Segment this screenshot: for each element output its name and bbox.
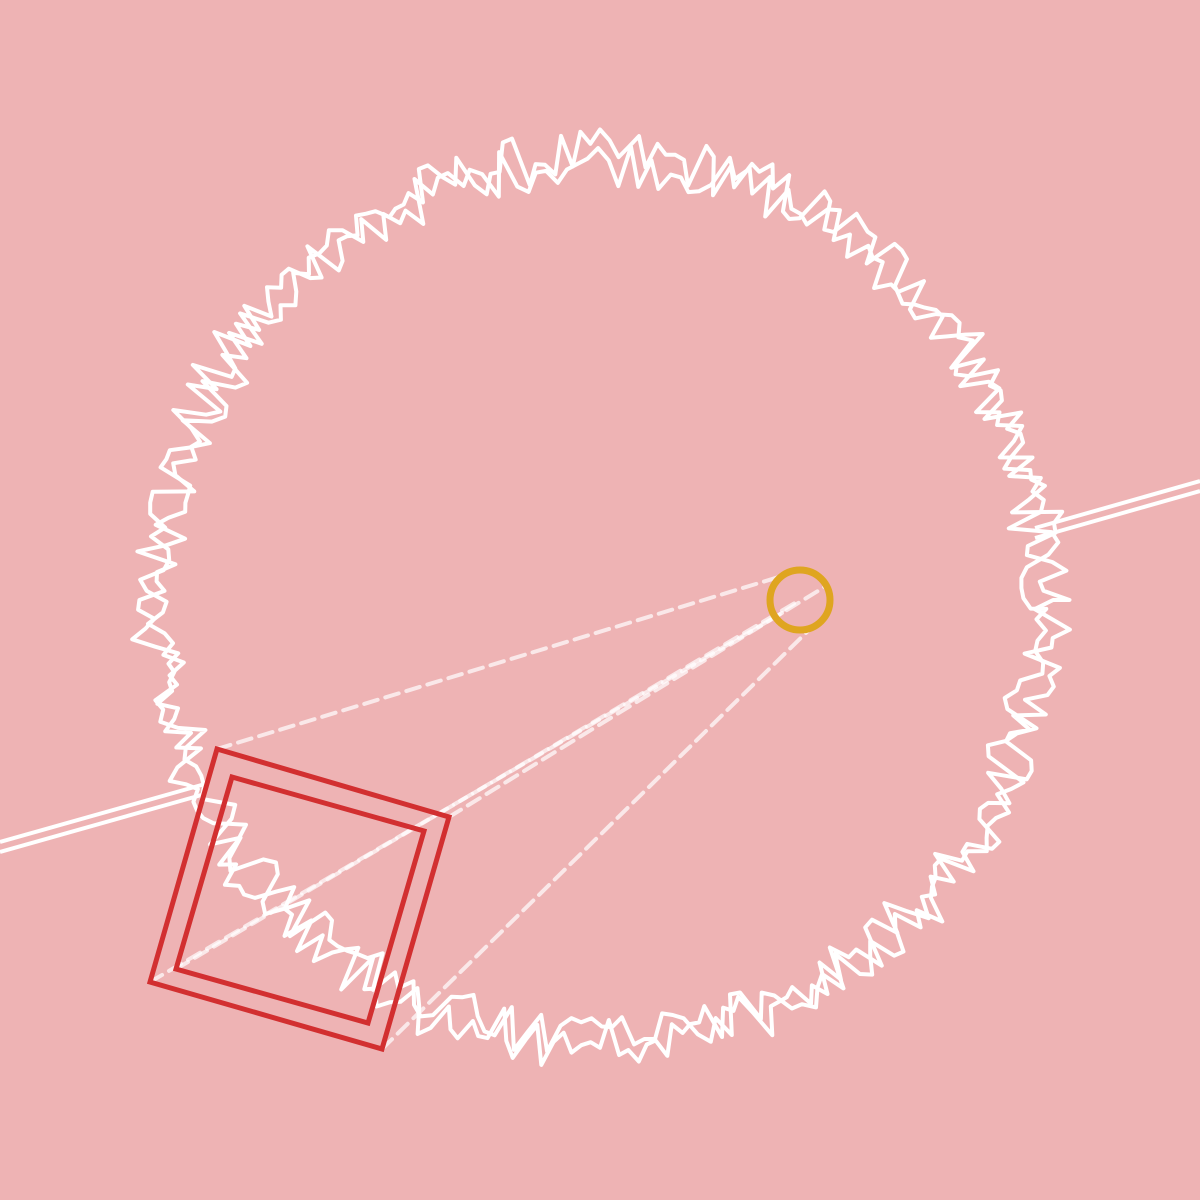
dashed-connector-5 [174, 598, 802, 971]
red-double-square [146, 745, 453, 1053]
red-square-outer [146, 745, 453, 1053]
red-square-inner [172, 773, 428, 1027]
dashed-connector-1 [215, 574, 784, 751]
white-double-line [0, 479, 1200, 854]
line-left-b [0, 792, 206, 854]
line-left-a [0, 782, 206, 844]
gold-ring [766, 566, 834, 634]
spiky-ring-inner [138, 144, 1061, 1054]
line-right-b [1034, 489, 1200, 540]
dashed-connector-2 [447, 584, 828, 819]
dashed-connector-lines [148, 574, 828, 1051]
dashed-connector-4 [380, 624, 815, 1051]
line-right-a [1034, 479, 1200, 530]
